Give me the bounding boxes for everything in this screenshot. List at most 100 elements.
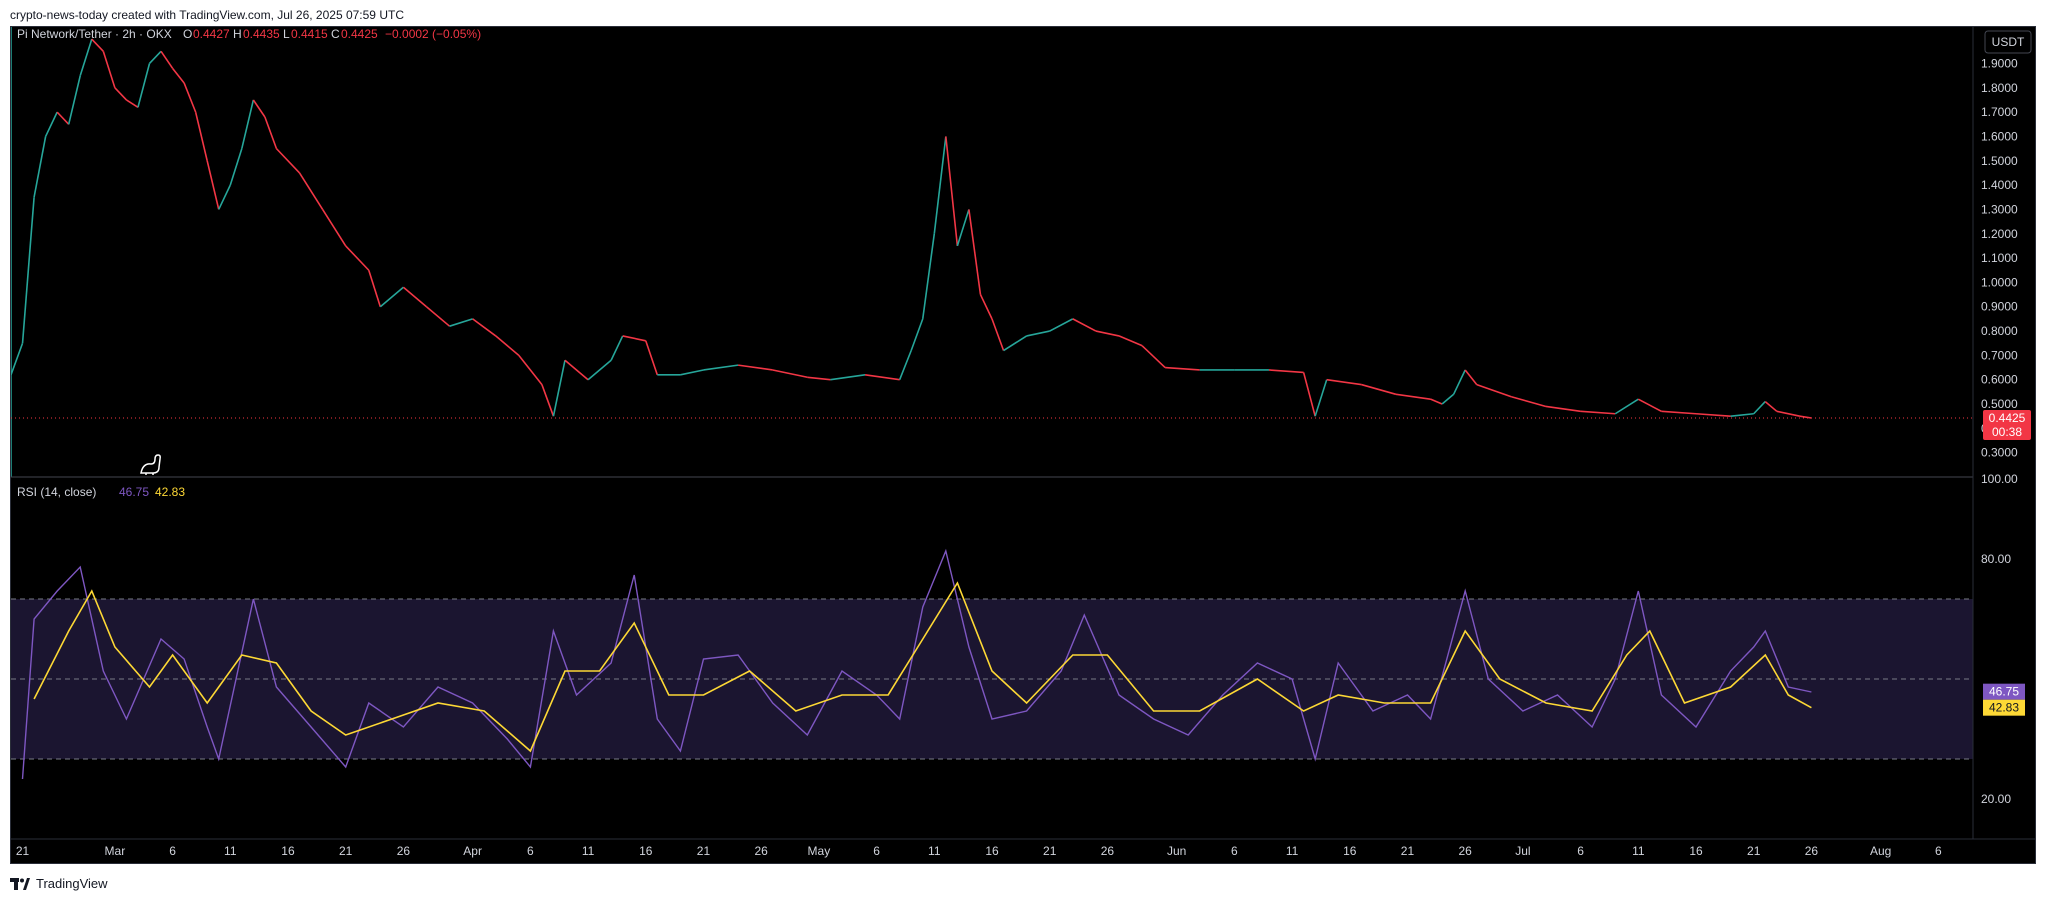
last-price-tag: 0.4425 00:38 (1983, 410, 2031, 441)
price-segment (171, 67, 185, 84)
high-label: H (233, 27, 242, 41)
price-segment (1314, 379, 1328, 417)
price-segment (125, 99, 139, 108)
low-label: L (283, 27, 290, 41)
price-segment (298, 172, 324, 210)
price-segment (379, 286, 404, 308)
price-segment (194, 111, 208, 161)
time-axis-tick: 16 (1689, 844, 1703, 858)
rsi-ma-tag-value: 42.83 (1989, 701, 2019, 715)
price-segment (10, 342, 24, 376)
time-axis-tick: 26 (397, 844, 411, 858)
dino-icon[interactable] (140, 454, 161, 475)
tradingview-logo-icon (10, 877, 30, 890)
time-axis-tick: Apr (463, 844, 482, 858)
price-segment (368, 270, 382, 307)
price-axis-tick: 0.7000 (1981, 348, 2018, 362)
rsi-ma-tag-bg (1983, 699, 2025, 716)
price-segment (241, 99, 255, 149)
time-axis-tick: 21 (16, 844, 30, 858)
price-segment (1730, 412, 1754, 417)
rsi-axis-tick: 20.00 (1981, 792, 2011, 806)
price-segment (772, 369, 808, 379)
price-segment (1799, 415, 1812, 419)
time-axis-tick: 21 (1401, 844, 1415, 858)
rsi-legend-value: 46.75 (119, 485, 149, 499)
price-segment (703, 364, 739, 371)
price-axis-tick: 1.2000 (1981, 227, 2018, 241)
price-segment (252, 99, 266, 118)
tradingview-logo[interactable]: TradingView (10, 876, 108, 891)
rsi-tag-value: 46.75 (1989, 685, 2019, 699)
price-segment (945, 136, 959, 247)
price-segment (114, 87, 127, 101)
price-segment (1326, 378, 1362, 386)
time-axis-tick: 21 (697, 844, 711, 858)
low-value: 0.4415 (291, 27, 328, 41)
price-segment (1026, 330, 1050, 337)
rsi-line (21, 548, 1812, 780)
price-segment (1614, 398, 1639, 415)
price-axis-tick: 1.5000 (1981, 154, 2018, 168)
price-axis-tick: 1.1000 (1981, 251, 2018, 265)
symbol-title[interactable]: Pi Network/Tether · 2h · OKX (17, 27, 172, 41)
last-price-value: 0.4425 (1989, 411, 2026, 425)
time-axis-tick: 11 (928, 844, 941, 858)
price-segment (864, 374, 900, 381)
series-layer (10, 27, 1812, 780)
time-axis-tick: 16 (1343, 844, 1357, 858)
open-value: 0.4427 (193, 27, 230, 41)
price-segment (1072, 318, 1097, 332)
price-segment (79, 38, 93, 76)
currency-button-bg[interactable] (1984, 30, 2032, 54)
price-segment (1302, 372, 1316, 417)
time-axis-tick: 11 (224, 844, 237, 858)
price-segment (622, 335, 646, 342)
time-axis-tick: 6 (1577, 844, 1584, 858)
price-segment (33, 136, 47, 198)
main-legend: Pi Network/Tether · 2h · OKX O 0.4427 H … (17, 27, 481, 41)
price-segment (1118, 335, 1143, 347)
time-axis-tick: 6 (169, 844, 176, 858)
attribution-bar: crypto-news-today created with TradingVi… (0, 0, 2048, 26)
price-segment (1430, 398, 1443, 405)
open-label: O (183, 27, 192, 41)
time-axis-tick: 26 (1101, 844, 1115, 858)
price-segment (1637, 398, 1662, 413)
rsi-legend: RSI (14, close) 46.75 42.83 (17, 485, 185, 499)
price-segment (44, 111, 58, 137)
time-axis-tick: 26 (754, 844, 768, 858)
rsi-title[interactable]: RSI (14, close) (17, 485, 96, 499)
price-segment (898, 350, 912, 380)
price-segment (67, 75, 82, 125)
price-segment (425, 306, 451, 327)
price-segment (737, 364, 773, 371)
price-axis-tick: 0.8000 (1981, 324, 2018, 338)
price-segment (1361, 383, 1397, 396)
price-axis-tick: 1.4000 (1981, 178, 2018, 192)
price-segment (56, 111, 70, 125)
time-axis-tick: 16 (281, 844, 295, 858)
price-segment (264, 116, 278, 149)
currency-button-label[interactable]: USDT (1992, 35, 2025, 49)
price-segment (1695, 412, 1731, 417)
price-segment (991, 318, 1005, 351)
price-axis-tick: 1.7000 (1981, 105, 2018, 119)
price-segment (956, 209, 970, 247)
time-axis-tick: Mar (105, 844, 126, 858)
price-axis-tick: 0.5000 (1981, 397, 2018, 411)
price-axis-tick: 0.9000 (1981, 300, 2018, 314)
chart-frame[interactable]: 0.30000.40000.50000.60000.70000.80000.90… (10, 26, 2036, 864)
tradingview-brand-text: TradingView (36, 876, 108, 891)
price-segment (645, 340, 659, 376)
time-axis-tick: 21 (1747, 844, 1761, 858)
price-segment (1753, 401, 1766, 415)
chart-canvas[interactable]: 0.30000.40000.50000.60000.70000.80000.90… (10, 27, 2035, 863)
price-segment (1580, 410, 1616, 415)
price-segment (345, 245, 370, 271)
close-value: 0.4425 (341, 27, 378, 41)
price-segment (137, 63, 151, 108)
price-segment (218, 184, 232, 210)
price-segment (610, 335, 624, 361)
currency-button[interactable]: USDT (1984, 30, 2032, 54)
